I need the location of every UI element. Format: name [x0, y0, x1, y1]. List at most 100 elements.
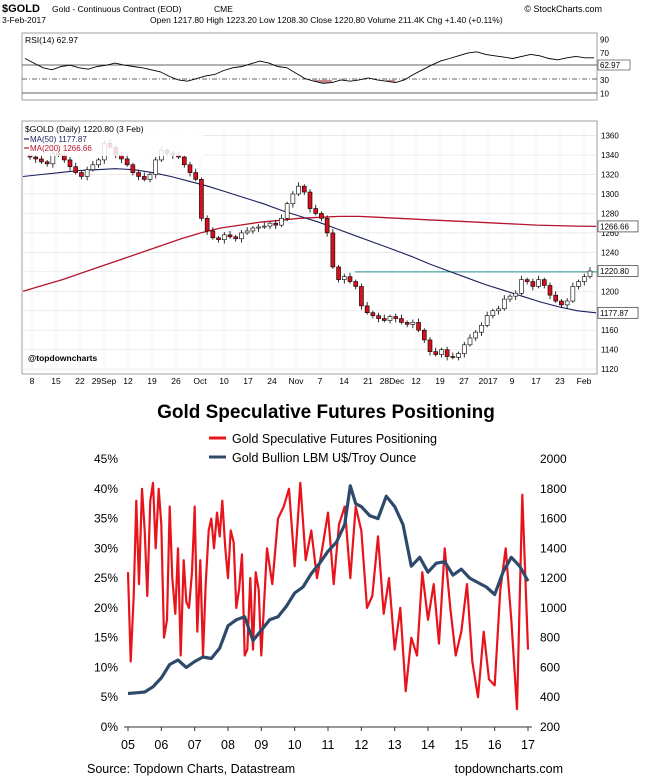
candle-body	[501, 298, 507, 310]
rsi-legend: RSI(14) 62.97	[25, 35, 78, 45]
candle-body	[96, 159, 101, 166]
price-tick-label: 1360	[601, 132, 619, 141]
y-left-tick-label: 45%	[94, 452, 118, 466]
candle-body	[84, 169, 90, 177]
price-x-tick-label: 21	[363, 376, 373, 386]
x-tick-label: 05	[121, 738, 135, 752]
candle-body	[313, 208, 319, 214]
candle-body	[416, 322, 421, 331]
candle-body	[381, 318, 387, 321]
candle-body	[341, 276, 347, 280]
y-left-tick-label: 20%	[94, 601, 118, 615]
price-panel: $GOLD (Daily) 1220.80 (3 Feb) MA(50) 117…	[21, 120, 639, 386]
y-right-tick-label: 200	[540, 720, 560, 734]
candle-body	[564, 300, 570, 306]
price-x-tick-label: 26	[171, 376, 181, 386]
y-right-tick-label: 800	[540, 631, 560, 645]
candle-body	[581, 276, 587, 282]
candle-body	[284, 203, 290, 219]
ma50-line	[22, 168, 597, 314]
price-tick-label: 1140	[601, 346, 619, 355]
candle-body	[256, 226, 261, 229]
chart-title: Gold Speculative Futures Positioning	[157, 402, 495, 423]
candle-body	[39, 158, 44, 163]
candle-body	[216, 237, 221, 241]
price-x-tick-label: 12	[123, 376, 133, 386]
price-x-tick-label: 9	[510, 376, 515, 386]
y-right-tick-label: 1000	[540, 601, 567, 615]
candle-body	[301, 185, 307, 193]
y-left-tick-label: 40%	[94, 482, 118, 496]
candle-body	[307, 191, 313, 209]
candle-body	[479, 325, 484, 333]
candle-body	[387, 316, 393, 321]
candle-body	[210, 230, 216, 239]
candle-body	[221, 234, 227, 241]
price-tag-box	[597, 306, 639, 319]
rsi-tick-label: 70	[600, 49, 609, 58]
price-tag-label: 1220.80	[600, 267, 629, 276]
candle-body	[330, 232, 336, 268]
candle-body	[239, 232, 244, 240]
exchange-label: CME	[214, 4, 233, 14]
candle-body	[296, 185, 301, 195]
price-x-tick-label: Nov	[288, 376, 304, 386]
candle-body	[496, 308, 501, 312]
x-tick-label: 08	[221, 738, 235, 752]
legend-gold-bullion: Gold Bullion LBM U$/Troy Ounce	[232, 451, 416, 465]
price-tick-label: 1200	[601, 287, 619, 296]
candle-body	[130, 164, 136, 173]
candle-body	[370, 312, 376, 316]
candle-body	[79, 172, 84, 177]
candle-body	[536, 279, 541, 287]
candle-body	[427, 339, 433, 352]
candle-body	[473, 331, 479, 339]
price-x-tick-label: 10	[219, 376, 229, 386]
candle-body	[467, 337, 473, 346]
candle-body	[393, 316, 399, 319]
price-x-tick-label: 28Dec	[380, 376, 405, 386]
y-left-tick-label: 25%	[94, 571, 118, 585]
series-positioning-line	[126, 481, 530, 711]
rsi-tick-label: 10	[600, 89, 609, 98]
rsi-line	[24, 51, 594, 84]
candle-body	[136, 172, 141, 177]
candle-body	[587, 270, 593, 277]
candle-body	[250, 227, 256, 232]
candle-body	[273, 222, 279, 226]
candle-body	[364, 305, 370, 313]
x-tick-label: 06	[154, 738, 168, 752]
candle-body	[570, 286, 576, 302]
candle-body	[524, 279, 530, 282]
y-left-tick-label: 15%	[94, 631, 118, 645]
candle-body	[347, 276, 353, 282]
x-tick-label: 17	[521, 738, 535, 752]
candle-body	[181, 156, 187, 166]
candle-body	[359, 286, 364, 307]
candle-body	[33, 156, 39, 160]
y-left-tick-label: 10%	[94, 660, 118, 674]
price-x-axis: 8 15 22 29Sep 12 19 26 Oct 10 17 24 Nov 7 14 21 28Dec 12…	[30, 376, 592, 386]
series-gold-bullion-line	[127, 484, 530, 696]
price-tag-box	[597, 220, 639, 233]
y-right-tick-label: 400	[540, 690, 560, 704]
candle-body	[193, 172, 199, 180]
price-x-tick-label: 8	[30, 376, 35, 386]
rsi-panel: RSI(14) 62.97 9070503010 62.97	[21, 32, 631, 101]
price-x-tick-label: 14	[339, 376, 349, 386]
price-tag-label: 1177.87	[600, 309, 629, 318]
instrument-name: Gold - Continuous Contract (EOD)	[52, 4, 182, 14]
ma200-legend: MA(200) 1266.66	[30, 144, 92, 153]
x-tick-label: 09	[254, 738, 268, 752]
price-tick-label: 1320	[601, 171, 619, 180]
price-tick-label: 1160	[601, 326, 619, 335]
price-tick-label: 1340	[601, 151, 619, 160]
candle-body	[541, 279, 547, 286]
candle-body	[376, 315, 381, 319]
y-right-tick-label: 600	[540, 660, 560, 674]
candle-body	[279, 218, 284, 226]
price-x-tick-label: 19	[147, 376, 157, 386]
x-tick-label: 15	[454, 738, 468, 752]
price-x-tick-label: 2017	[479, 376, 498, 386]
candle-body	[73, 166, 79, 173]
